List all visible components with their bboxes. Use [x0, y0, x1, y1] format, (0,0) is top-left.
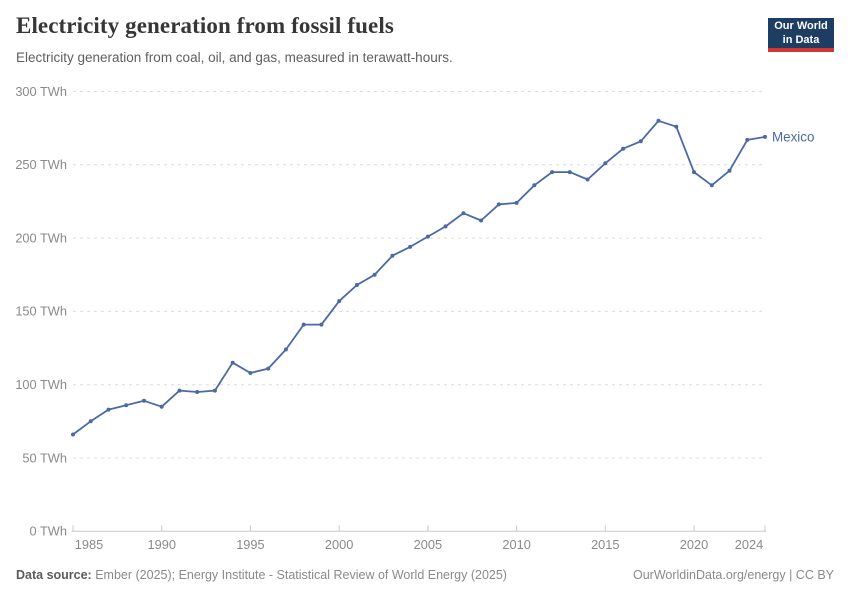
data-point-marker [514, 200, 519, 205]
data-point-marker [88, 419, 93, 424]
chart-subtitle: Electricity generation from coal, oil, a… [16, 49, 453, 65]
data-source-value: Ember (2025); Energy Institute - Statist… [91, 568, 507, 582]
data-point-marker [283, 347, 288, 352]
data-point-marker [745, 137, 750, 142]
data-point-marker [212, 388, 217, 393]
data-point-marker [567, 170, 572, 175]
data-point-marker [142, 398, 146, 403]
x-axis-tick-label: 2020 [680, 537, 708, 552]
y-axis-tick-label: 150 TWh [15, 304, 67, 319]
series-line-mexico [72, 119, 766, 436]
data-point-marker [425, 234, 430, 239]
y-axis-tick-label: 200 TWh [15, 230, 67, 245]
data-point-marker [230, 360, 235, 365]
data-point-marker [106, 407, 111, 412]
x-axis-tick-label: 2000 [325, 537, 353, 552]
data-point-marker [656, 118, 661, 123]
data-point-marker [461, 211, 466, 216]
data-point-marker [550, 170, 555, 175]
data-point-marker [408, 244, 413, 249]
chart-header: Electricity generation from fossil fuels… [16, 12, 746, 66]
data-point-marker [674, 124, 679, 129]
series-end-label: Mexico [772, 129, 814, 144]
owid-logo-line1: Our World [774, 19, 828, 32]
data-point-marker [319, 322, 324, 327]
x-axis-tick-label: 2015 [591, 537, 619, 552]
x-axis-tick-label: 1990 [147, 537, 175, 552]
data-point-marker [177, 388, 182, 393]
data-point-marker [390, 253, 395, 258]
data-source-note: Data source: Ember (2025); Energy Instit… [16, 567, 507, 583]
chart-title: Electricity generation from fossil fuels [16, 13, 394, 38]
data-point-marker [71, 432, 75, 437]
y-axis-tick-label: 50 TWh [22, 450, 67, 465]
data-point-marker [354, 283, 359, 287]
owid-logo: Our World in Data [768, 18, 834, 52]
data-point-marker [159, 404, 164, 409]
y-axis-tick-label: 100 TWh [15, 377, 67, 392]
data-point-marker [479, 218, 484, 223]
data-point-marker [372, 272, 377, 277]
data-source-label: Data source: [16, 568, 92, 582]
owid-logo-red-bar [768, 48, 834, 52]
data-point-marker [603, 161, 608, 166]
x-axis-tick-label: 1995 [236, 537, 264, 552]
data-point-marker [585, 177, 590, 182]
x-axis-tick-label: 2005 [414, 537, 442, 552]
data-point-marker [195, 390, 200, 394]
chart-footer: Data source: Ember (2025); Energy Instit… [16, 567, 834, 583]
y-axis-tick-label: 300 TWh [15, 84, 67, 99]
data-point-marker [301, 322, 306, 327]
data-point-marker [692, 170, 696, 175]
y-axis-tick-label: 0 TWh [30, 524, 67, 539]
y-axis-tick-label: 250 TWh [15, 157, 67, 172]
data-point-marker [248, 371, 253, 375]
data-point-marker [124, 403, 129, 408]
data-point-marker [337, 299, 342, 304]
data-point-marker [532, 183, 537, 188]
data-point-marker [763, 134, 767, 139]
x-axis-tick-label: 1985 [75, 537, 103, 552]
x-axis-tick-label: 2010 [502, 537, 530, 552]
data-point-marker [709, 183, 714, 188]
x-axis-tick-label: 2024 [735, 537, 763, 552]
data-point-marker [727, 168, 732, 173]
license-credit: OurWorldinData.org/energy | CC BY [632, 568, 834, 582]
owid-logo-line2: in Data [782, 34, 820, 46]
data-point-marker [443, 224, 448, 229]
data-point-marker [266, 366, 271, 371]
data-point-marker [638, 139, 643, 144]
data-point-marker [621, 146, 626, 151]
data-point-marker [496, 202, 501, 207]
